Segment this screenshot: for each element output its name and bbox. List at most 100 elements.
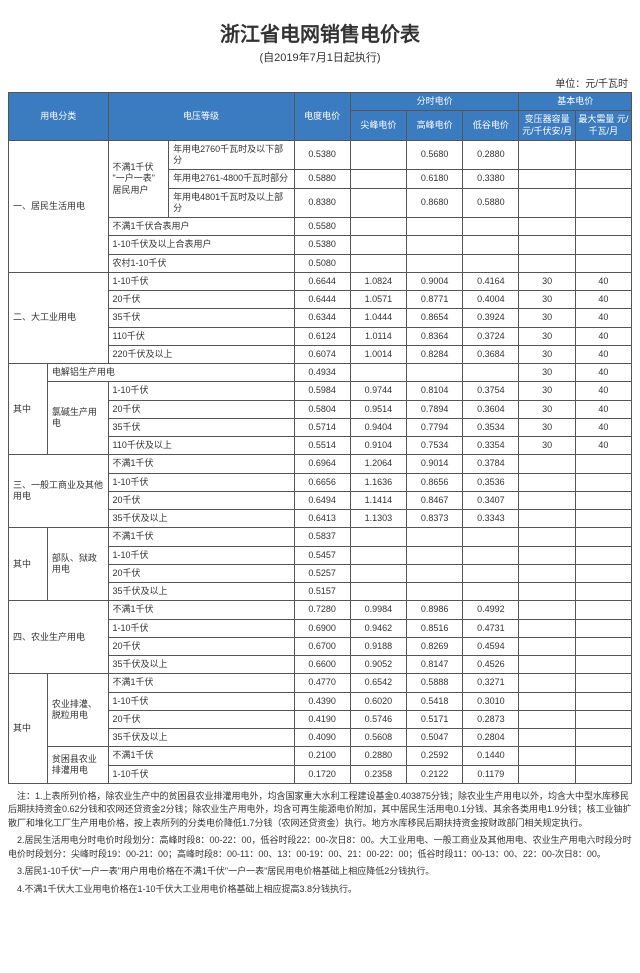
cell (519, 656, 575, 674)
cell: 40 (575, 272, 631, 290)
cell: 30 (519, 345, 575, 363)
cell (350, 218, 406, 236)
cell: 0.5257 (294, 564, 350, 582)
cell: 0.6700 (294, 637, 350, 655)
cell: 0.4526 (463, 656, 519, 674)
cell: 30 (519, 382, 575, 400)
cell (519, 692, 575, 710)
cell (463, 254, 519, 272)
cell: 0.7280 (294, 601, 350, 619)
cell: 不满1千伏 (108, 455, 294, 473)
cell: 40 (575, 382, 631, 400)
cell: 1.1636 (350, 473, 406, 491)
cell: 40 (575, 400, 631, 418)
cell: 四、农业生产用电 (9, 601, 109, 674)
cell: 其中 (9, 528, 48, 601)
cell: 1-10千伏 (108, 382, 294, 400)
cell: 0.8986 (407, 601, 463, 619)
cell: 35千伏及以上 (108, 510, 294, 528)
cell: 年用电2760千瓦时及以下部分 (169, 140, 294, 170)
hdr-basic-group: 基本电价 (519, 93, 632, 111)
unit-label: 单位：元/千瓦时 (8, 75, 632, 90)
cell: 部队、狱政用电 (47, 528, 108, 601)
cell: 0.5380 (294, 140, 350, 170)
cell: 0.8516 (407, 619, 463, 637)
cell: 0.6074 (294, 345, 350, 363)
cell: 35千伏及以上 (108, 656, 294, 674)
cell: 0.4992 (463, 601, 519, 619)
cell (519, 674, 575, 692)
cell: 30 (519, 418, 575, 436)
cell: 1.0014 (350, 345, 406, 363)
cell: 0.2880 (463, 140, 519, 170)
cell (407, 254, 463, 272)
cell: 0.4731 (463, 619, 519, 637)
cell (407, 364, 463, 382)
cell (575, 473, 631, 491)
cell (575, 564, 631, 582)
cell: 1.1414 (350, 491, 406, 509)
cell: 0.5580 (294, 218, 350, 236)
cell (575, 637, 631, 655)
cell: 0.3010 (463, 692, 519, 710)
cell (575, 254, 631, 272)
cell: 电解铝生产用电 (47, 364, 294, 382)
cell (350, 546, 406, 564)
cell: 0.2100 (294, 747, 350, 765)
cell: 0.5080 (294, 254, 350, 272)
cell: 0.6656 (294, 473, 350, 491)
hdr-category: 用电分类 (9, 93, 109, 141)
cell: 不满1千伏 (108, 528, 294, 546)
cell (575, 601, 631, 619)
note-2: 2.居民生活用电分时电价时段划分：高峰时段8：00-22：00，低谷时段22：0… (8, 834, 632, 861)
cell (519, 583, 575, 601)
cell: 0.3604 (463, 400, 519, 418)
hdr-demand: 最大需量 元/千瓦/月 (575, 111, 631, 141)
cell: 20千伏 (108, 291, 294, 309)
cell (463, 218, 519, 236)
cell: 0.3343 (463, 510, 519, 528)
cell: 0.2592 (407, 747, 463, 765)
cell (519, 710, 575, 728)
cell (407, 218, 463, 236)
cell: 1-10千伏 (108, 765, 294, 783)
cell (575, 546, 631, 564)
cell: 0.9984 (350, 601, 406, 619)
cell: 0.4090 (294, 729, 350, 747)
cell (350, 583, 406, 601)
cell: 1-10千伏 (108, 473, 294, 491)
notes-block: 注：1.上表所列价格，除农业生产中的贫困县农业排灌用电外，均含国家重大水利工程建… (8, 790, 632, 897)
cell: 0.6964 (294, 455, 350, 473)
cell (350, 528, 406, 546)
cell: 0.9462 (350, 619, 406, 637)
cell: 0.9104 (350, 437, 406, 455)
note-4: 4.不满1千伏大工业用电价格在1-10千伏大工业用电价格基础上相应提高3.8分钱… (8, 883, 632, 897)
cell: 0.5837 (294, 528, 350, 546)
cell: 40 (575, 291, 631, 309)
cell: 30 (519, 437, 575, 455)
cell (519, 218, 575, 236)
cell (519, 455, 575, 473)
cell (575, 140, 631, 170)
cell: 0.3380 (463, 170, 519, 188)
cell: 0.6413 (294, 510, 350, 528)
cell: 0.3271 (463, 674, 519, 692)
cell: 0.5608 (350, 729, 406, 747)
cell: 0.9052 (350, 656, 406, 674)
cell: 农业排灌、脱粒用电 (47, 674, 108, 747)
cell: 40 (575, 437, 631, 455)
cell (519, 637, 575, 655)
cell (575, 674, 631, 692)
cell: 0.8680 (407, 188, 463, 218)
cell (519, 747, 575, 765)
cell: 1-10千伏 (108, 272, 294, 290)
cell (463, 564, 519, 582)
cell: 30 (519, 400, 575, 418)
cell: 0.5888 (407, 674, 463, 692)
cell: 0.8269 (407, 637, 463, 655)
cell: 110千伏 (108, 327, 294, 345)
cell (519, 601, 575, 619)
cell: 0.8654 (407, 309, 463, 327)
cell (575, 528, 631, 546)
cell: 0.6124 (294, 327, 350, 345)
